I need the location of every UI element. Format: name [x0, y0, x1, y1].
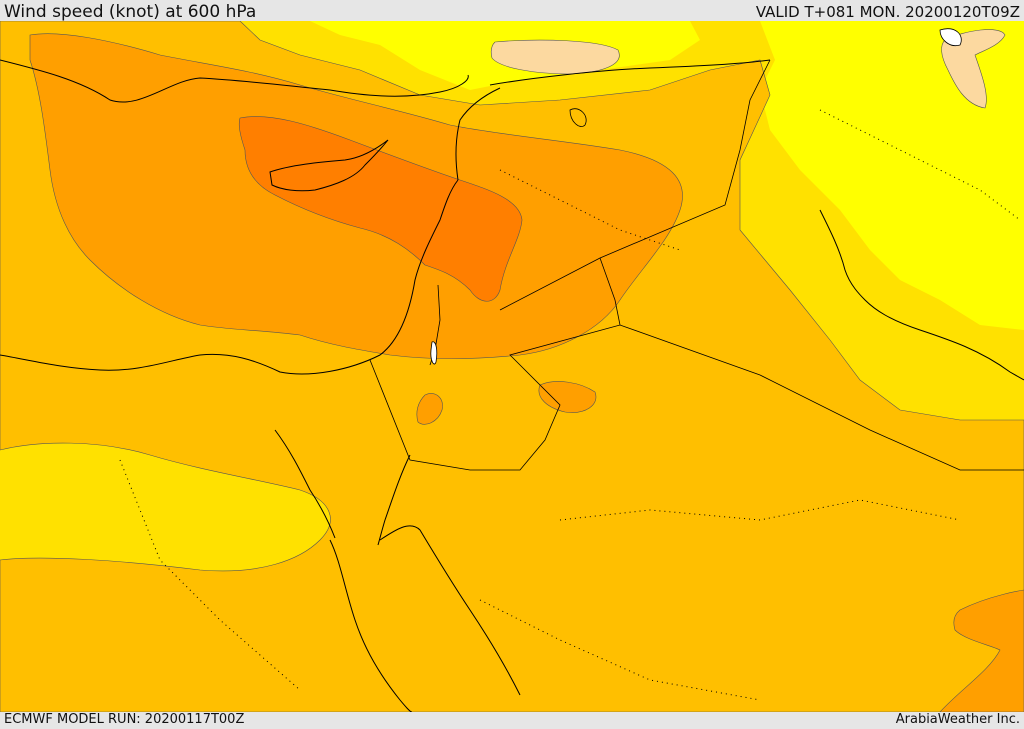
wind-speed-map-svg: [0, 21, 1024, 712]
caspian-sea-edge: [939, 28, 962, 47]
province-boundary: [119, 459, 301, 691]
model-run-label: ECMWF MODEL RUN: 20200117T00Z: [4, 712, 245, 727]
gulf-of-suez-coastline: [274, 429, 336, 539]
red-sea-west-coastline: [329, 539, 413, 712]
cyprus-coastline: [269, 139, 389, 192]
valid-time-label: VALID T+081 MON. 20200120T09Z: [755, 3, 1020, 21]
anatolia-south-coastline: [0, 59, 469, 103]
red-sea-east-coastline: [379, 525, 521, 696]
country-border-jordan: [599, 257, 621, 326]
border-line: [489, 59, 771, 86]
gulf-of-aqaba-coastline: [377, 454, 411, 546]
mediterranean-south-coastline: [0, 179, 459, 375]
province-boundary: [559, 499, 961, 521]
weather-map[interactable]: [0, 21, 1024, 712]
lake-outline: [569, 108, 587, 127]
persian-gulf-coastline: [819, 209, 1024, 381]
contour-band-strong-southeast: [939, 589, 1024, 712]
provider-label: ArabiaWeather Inc.: [895, 712, 1020, 727]
levant-coastline: [455, 87, 501, 181]
contour-band-lightest-northeast: [760, 21, 1024, 330]
contour-band-very-light-ne: [941, 29, 1006, 109]
contour-band-strong-patch: [416, 393, 443, 425]
country-border-iraq: [499, 59, 771, 311]
header-bar: Wind speed (knot) at 600 hPa VALID T+081…: [0, 0, 1024, 22]
footer-bar: ECMWF MODEL RUN: 20200117T00Z ArabiaWeat…: [0, 712, 1024, 729]
contour-band-strong-patch: [538, 381, 597, 413]
contour-band-strongest: [238, 116, 523, 302]
country-border-arabia: [369, 324, 1024, 471]
province-boundary: [499, 169, 681, 251]
map-title: Wind speed (knot) at 600 hPa: [4, 2, 257, 22]
dead-sea: [430, 341, 438, 365]
